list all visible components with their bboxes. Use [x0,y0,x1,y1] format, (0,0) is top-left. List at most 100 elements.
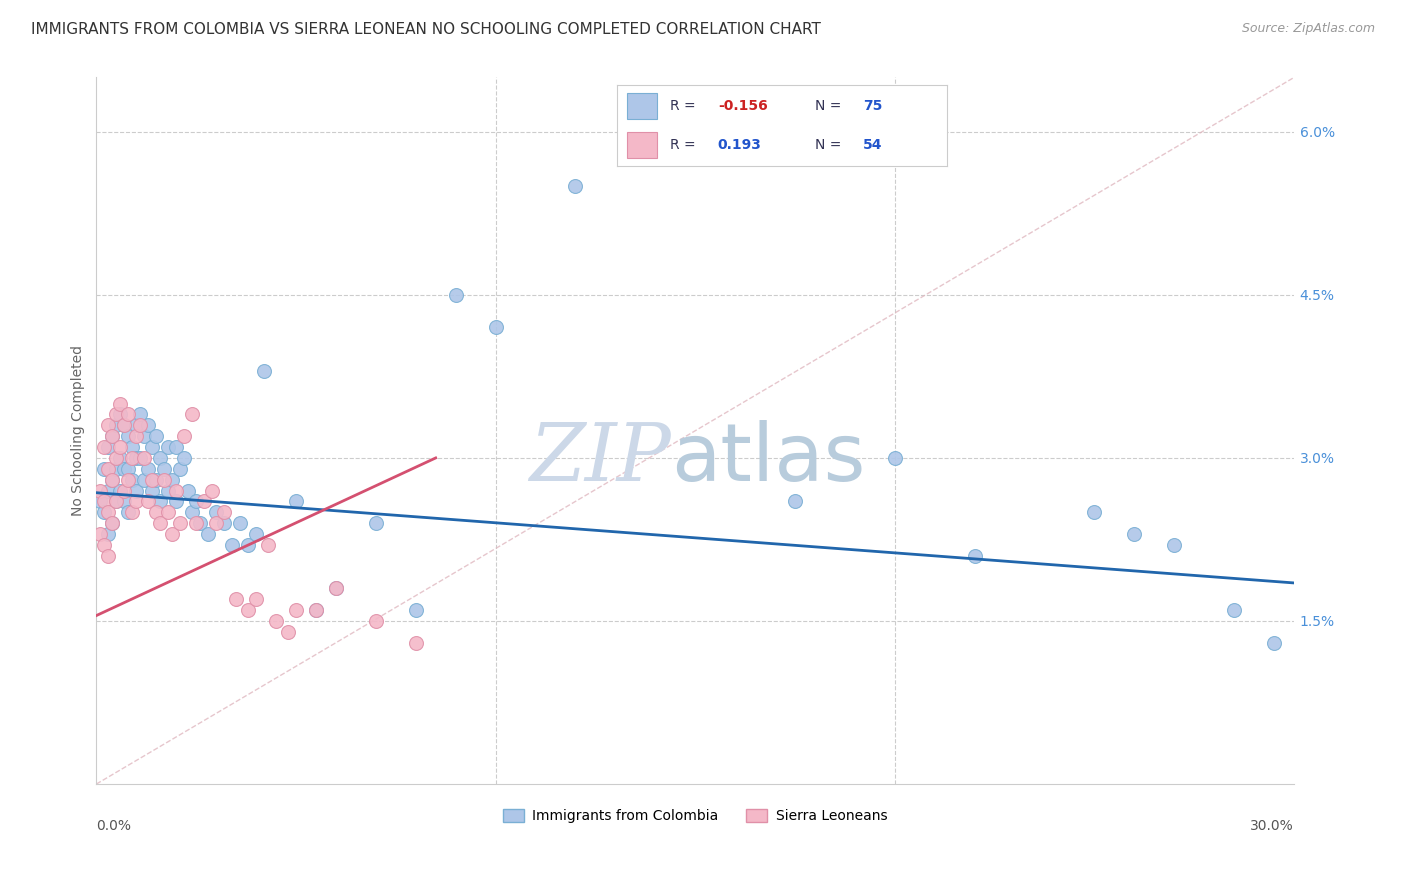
Point [134,429,156,443]
Text: Source: ZipAtlas.com: Source: ZipAtlas.com [1241,22,1375,36]
Point [117,408,139,422]
Point [129,408,152,422]
Point [165,440,187,454]
Text: 30.0%: 30.0% [1250,820,1294,833]
Point [97,440,120,454]
Point [93,494,115,508]
Point [364,614,387,628]
Point [181,408,204,422]
Point [153,462,176,476]
Point [229,516,252,530]
Point [97,483,120,498]
Point [325,582,347,596]
Point [157,505,180,519]
Point [186,494,208,508]
Point [305,603,328,617]
Point [105,462,128,476]
Point [883,450,905,465]
Y-axis label: No Schooling Completed: No Schooling Completed [72,345,86,516]
Point [1163,538,1185,552]
Point [110,396,132,410]
Point [101,473,124,487]
Point [101,516,124,530]
Point [125,483,148,498]
Point [136,494,159,508]
Point [97,549,120,563]
Point [110,440,132,454]
Point [101,516,124,530]
Point [112,462,135,476]
Point [169,516,191,530]
Point [89,483,111,498]
Point [97,462,120,476]
Point [141,473,163,487]
Text: 0.0%: 0.0% [97,820,131,833]
Point [149,450,172,465]
Point [112,418,135,433]
Point [364,516,387,530]
Point [225,592,247,607]
Point [165,494,187,508]
Point [173,429,195,443]
Point [149,494,172,508]
Point [236,603,259,617]
Point [245,527,267,541]
Point [136,418,159,433]
Point [1083,505,1105,519]
Point [221,538,243,552]
Point [112,418,135,433]
Point [212,505,235,519]
Point [1223,603,1246,617]
Point [134,450,156,465]
Point [125,494,148,508]
Point [101,473,124,487]
Point [105,494,128,508]
Point [121,450,143,465]
Point [405,636,427,650]
Point [97,505,120,519]
Point [186,516,208,530]
Point [149,516,172,530]
Point [125,418,148,433]
Text: atlas: atlas [671,420,866,498]
Point [145,473,167,487]
Point [93,440,115,454]
Point [683,125,706,139]
Point [117,462,139,476]
Point [117,505,139,519]
Point [245,592,267,607]
Point [110,408,132,422]
Point [212,516,235,530]
Point [141,483,163,498]
Point [145,505,167,519]
Point [285,603,308,617]
Point [134,473,156,487]
Point [105,418,128,433]
Point [93,505,115,519]
Point [136,462,159,476]
Point [121,473,143,487]
Point [264,614,287,628]
Point [89,494,111,508]
Point [484,320,506,334]
Text: IMMIGRANTS FROM COLOMBIA VS SIERRA LEONEAN NO SCHOOLING COMPLETED CORRELATION CH: IMMIGRANTS FROM COLOMBIA VS SIERRA LEONE… [31,22,821,37]
Point [141,440,163,454]
Point [110,483,132,498]
Point [145,429,167,443]
Point [253,364,276,378]
Point [405,603,427,617]
Point [125,450,148,465]
Point [112,494,135,508]
Point [93,538,115,552]
Point [121,440,143,454]
Point [205,516,228,530]
Point [193,494,215,508]
Point [110,450,132,465]
Point [112,483,135,498]
Point [1123,527,1146,541]
Point [93,462,115,476]
Point [173,450,195,465]
Point [285,494,308,508]
Point [105,450,128,465]
Point [205,505,228,519]
